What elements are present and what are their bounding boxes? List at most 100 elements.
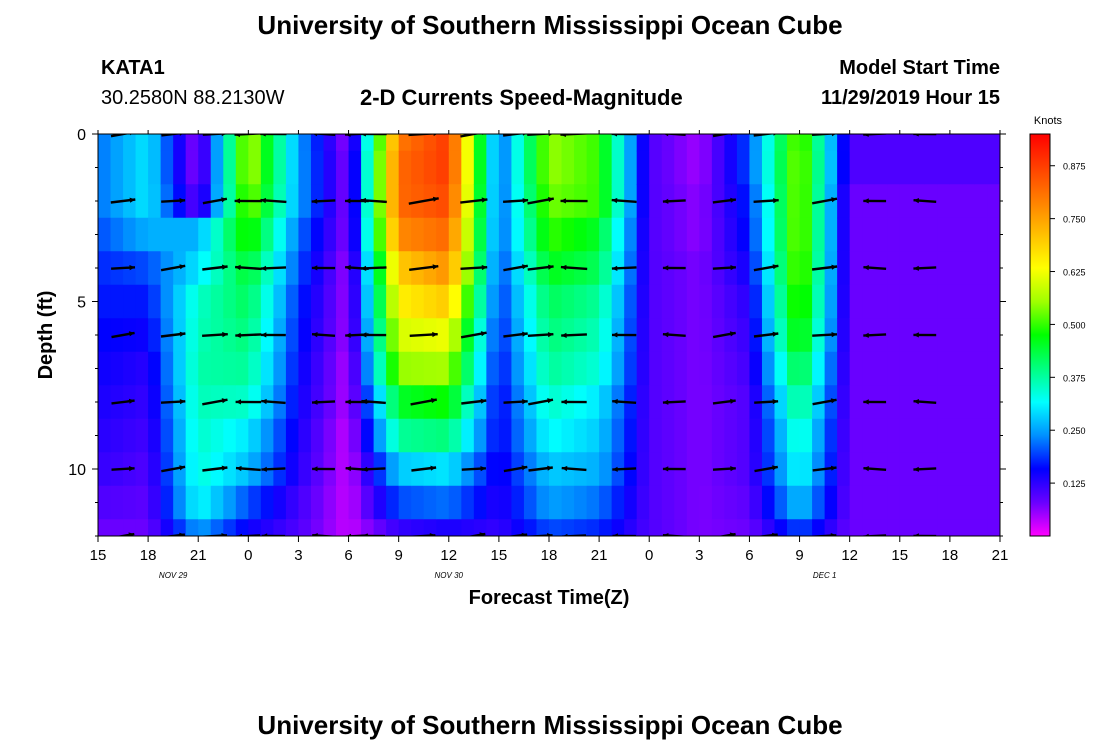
- heat-cell: [736, 150, 751, 185]
- heat-cell: [486, 418, 500, 453]
- arrow-head: [480, 398, 487, 404]
- heat-cell: [160, 284, 174, 319]
- heat-cell: [210, 134, 224, 152]
- heat-cell: [561, 418, 575, 453]
- heat-cell: [235, 217, 249, 252]
- arrow-head: [236, 465, 242, 472]
- heat-cell: [148, 519, 162, 536]
- heat-cell: [837, 251, 851, 286]
- arrow-head: [345, 198, 351, 204]
- station-coords: 30.2580N 88.2130W: [101, 87, 285, 109]
- heat-cell: [624, 418, 638, 453]
- heat-cell: [724, 519, 738, 536]
- heat-cell: [461, 351, 475, 386]
- heat-cell: [436, 385, 450, 420]
- heat-cell: [423, 217, 437, 252]
- heat-cell: [361, 150, 375, 185]
- velocity-arrow: [160, 331, 186, 338]
- velocity-arrow: [754, 399, 779, 405]
- heat-cell: [949, 519, 964, 536]
- heat-cell: [899, 217, 913, 252]
- heat-cell: [98, 251, 112, 286]
- heat-cell: [273, 284, 287, 319]
- heat-cell: [574, 134, 588, 152]
- colorbar-tick-label: 0.250: [1063, 426, 1086, 436]
- heat-cell: [962, 351, 976, 386]
- heat-cell: [824, 485, 838, 520]
- heat-cell: [649, 251, 663, 286]
- heat-cell: [574, 519, 588, 536]
- heat-cell: [173, 418, 187, 453]
- heat-cell: [674, 134, 688, 152]
- heat-cell: [774, 519, 788, 536]
- velocity-arrow: [160, 264, 186, 272]
- arrow-head: [913, 399, 919, 405]
- velocity-arrow: [312, 533, 335, 536]
- heat-cell: [749, 134, 763, 152]
- heat-cell: [298, 452, 312, 487]
- heat-cell: [849, 150, 863, 185]
- heat-cell: [273, 485, 287, 520]
- heat-cell: [260, 485, 274, 520]
- heat-cell: [498, 217, 513, 252]
- heat-cell: [874, 485, 888, 520]
- heat-cell: [198, 284, 212, 319]
- heat-cell: [711, 150, 725, 185]
- heat-cell: [736, 217, 751, 252]
- heat-cell: [323, 134, 337, 152]
- heat-cell: [624, 351, 638, 386]
- arrow-head: [730, 265, 736, 271]
- model-start-value: 11/29/2019 Hour 15: [820, 87, 1000, 109]
- heat-cell: [248, 351, 262, 386]
- heat-cell: [135, 318, 149, 353]
- heat-cell: [135, 184, 149, 219]
- heat-cell: [148, 184, 162, 219]
- heat-cell: [736, 385, 751, 420]
- heat-cell: [123, 217, 137, 252]
- heat-cell: [235, 519, 249, 536]
- y-axis: 0 5 10: [68, 127, 1006, 537]
- arrow-head: [863, 265, 869, 271]
- velocity-arrow: [116, 532, 135, 536]
- heat-cell: [924, 519, 938, 536]
- heat-cell: [398, 385, 412, 420]
- heat-cell: [285, 351, 300, 386]
- colorbar-strip: [1029, 133, 1051, 537]
- heat-cell: [486, 452, 500, 487]
- page-title: University of Southern Mississippi Ocean…: [257, 10, 843, 40]
- heat-cell: [148, 385, 162, 420]
- heat-cell: [486, 134, 500, 152]
- heat-cell: [599, 385, 613, 420]
- heat-cell: [599, 251, 613, 286]
- velocity-arrow: [913, 399, 937, 405]
- arrow-head: [432, 264, 439, 270]
- heat-cell: [736, 452, 751, 487]
- arrow-head: [311, 265, 318, 271]
- heat-cell: [636, 318, 650, 353]
- heat-cell: [849, 452, 863, 487]
- heat-cell: [799, 385, 813, 420]
- heat-cell: [98, 485, 112, 520]
- arrow-head: [830, 465, 837, 471]
- heat-cell: [511, 418, 525, 453]
- heat-cell: [336, 318, 350, 353]
- heat-cell: [98, 150, 112, 185]
- heat-cell: [198, 150, 212, 185]
- heat-cell: [874, 284, 888, 319]
- heat-cell: [448, 150, 462, 185]
- heat-cell: [837, 318, 851, 353]
- heat-cell: [962, 519, 976, 536]
- heat-cell: [536, 418, 550, 453]
- heat-cell: [198, 519, 212, 536]
- heat-cell: [386, 351, 400, 386]
- heat-cell: [949, 418, 964, 453]
- heat-cell: [386, 452, 400, 487]
- heat-cell: [523, 418, 538, 453]
- arrow-head: [730, 398, 736, 404]
- x-tick-label: 12: [841, 547, 858, 564]
- heat-cell: [661, 418, 675, 453]
- heat-cell: [98, 452, 112, 487]
- arrow-head: [345, 399, 351, 405]
- heat-cell: [887, 150, 901, 185]
- velocity-arrow: [161, 465, 186, 473]
